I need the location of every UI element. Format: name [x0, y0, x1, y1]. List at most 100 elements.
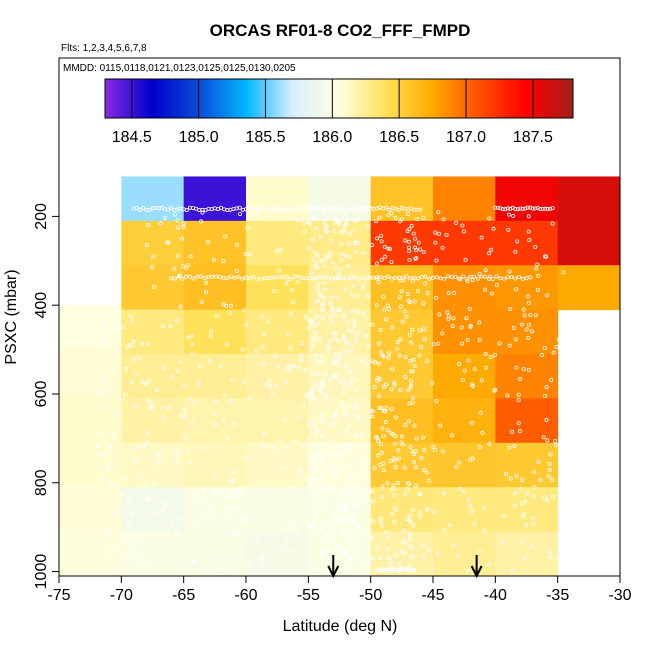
track-point: [267, 378, 272, 383]
track-point: [122, 476, 127, 481]
track-point: [434, 398, 439, 403]
track-point: [318, 206, 323, 211]
track-point: [400, 540, 405, 545]
track-point: [346, 207, 351, 212]
track-point: [277, 274, 282, 279]
track-point: [314, 476, 319, 481]
track-point: [515, 239, 520, 244]
track-point: [338, 531, 343, 536]
track-point: [107, 465, 112, 470]
track-point: [104, 452, 109, 457]
track-point: [352, 503, 357, 508]
track-point: [161, 414, 166, 419]
track-point: [328, 314, 333, 319]
track-point: [341, 529, 346, 534]
track-point: [465, 337, 470, 342]
track-point: [458, 486, 463, 491]
track-point: [237, 486, 242, 491]
x-tick-label: -35: [546, 587, 569, 604]
track-point: [233, 489, 238, 494]
track-point: [466, 497, 471, 502]
track-point: [528, 312, 533, 317]
track-point: [339, 257, 344, 262]
track-point: [375, 236, 380, 241]
track-point: [350, 308, 355, 313]
track-point: [260, 563, 265, 568]
track-point: [396, 456, 401, 461]
track-point: [143, 481, 148, 486]
track-point: [363, 276, 368, 281]
track-point: [397, 567, 402, 572]
track-point: [338, 545, 343, 550]
track-point: [303, 368, 308, 373]
track-point: [467, 306, 472, 311]
track-point: [311, 257, 316, 262]
track-point: [227, 534, 232, 539]
track-point: [261, 362, 266, 367]
track-point: [104, 337, 109, 342]
track-point: [285, 274, 290, 279]
track-point: [338, 546, 343, 551]
track-point: [353, 388, 358, 393]
track-point: [345, 263, 350, 268]
flights-label: Flts: 1,2,3,4,5,6,7,8: [61, 43, 147, 54]
track-point: [514, 365, 519, 370]
track-point: [400, 434, 405, 439]
track-point: [409, 545, 414, 550]
plot-frame: [58, 57, 621, 577]
track-point: [234, 269, 239, 274]
track-point: [350, 348, 355, 353]
track-point: [306, 423, 311, 428]
track-point: [547, 467, 552, 472]
track-point: [355, 415, 360, 420]
track-point: [208, 358, 213, 363]
track-point: [418, 328, 423, 333]
track-point: [225, 276, 230, 281]
track-point: [330, 469, 335, 474]
track-point: [337, 355, 342, 360]
track-point: [530, 515, 535, 520]
track-point: [407, 257, 412, 262]
track-point: [327, 339, 332, 344]
track-point: [378, 462, 383, 467]
track-point: [412, 275, 417, 280]
track-point: [318, 442, 323, 447]
track-point: [195, 383, 200, 388]
track-point: [318, 235, 323, 240]
track-point: [360, 251, 365, 256]
track-point: [365, 224, 370, 229]
track-point: [410, 279, 415, 284]
track-point: [488, 355, 493, 360]
track-point: [445, 310, 450, 315]
track-point: [343, 363, 348, 368]
track-point: [390, 511, 395, 516]
track-point: [385, 481, 390, 486]
track-point: [370, 359, 375, 364]
track-point: [352, 323, 357, 328]
track-point: [129, 538, 134, 543]
track-point: [494, 274, 499, 279]
track-point: [131, 339, 136, 344]
track-point: [516, 421, 521, 426]
track-point: [365, 361, 370, 366]
track-point: [102, 378, 107, 383]
track-point: [280, 466, 285, 471]
track-point: [291, 300, 296, 305]
track-point: [483, 268, 488, 273]
heatmap-cells: [59, 176, 621, 577]
track-point: [514, 474, 519, 479]
track-point: [349, 292, 354, 297]
track-point: [341, 275, 346, 280]
x-axis: -75 -70 -65 -60 -55 -50 -45 -40 -35 -30: [47, 576, 632, 604]
x-tick-label: -65: [172, 587, 195, 604]
track-point: [550, 206, 555, 211]
track-point: [408, 445, 413, 450]
track-point: [192, 559, 197, 564]
track-point: [206, 240, 211, 245]
track-point: [202, 276, 207, 281]
track-point: [355, 502, 360, 507]
track-point: [406, 419, 411, 424]
track-point: [98, 388, 103, 393]
heatmap-cell: [121, 442, 185, 488]
track-point: [402, 465, 407, 470]
